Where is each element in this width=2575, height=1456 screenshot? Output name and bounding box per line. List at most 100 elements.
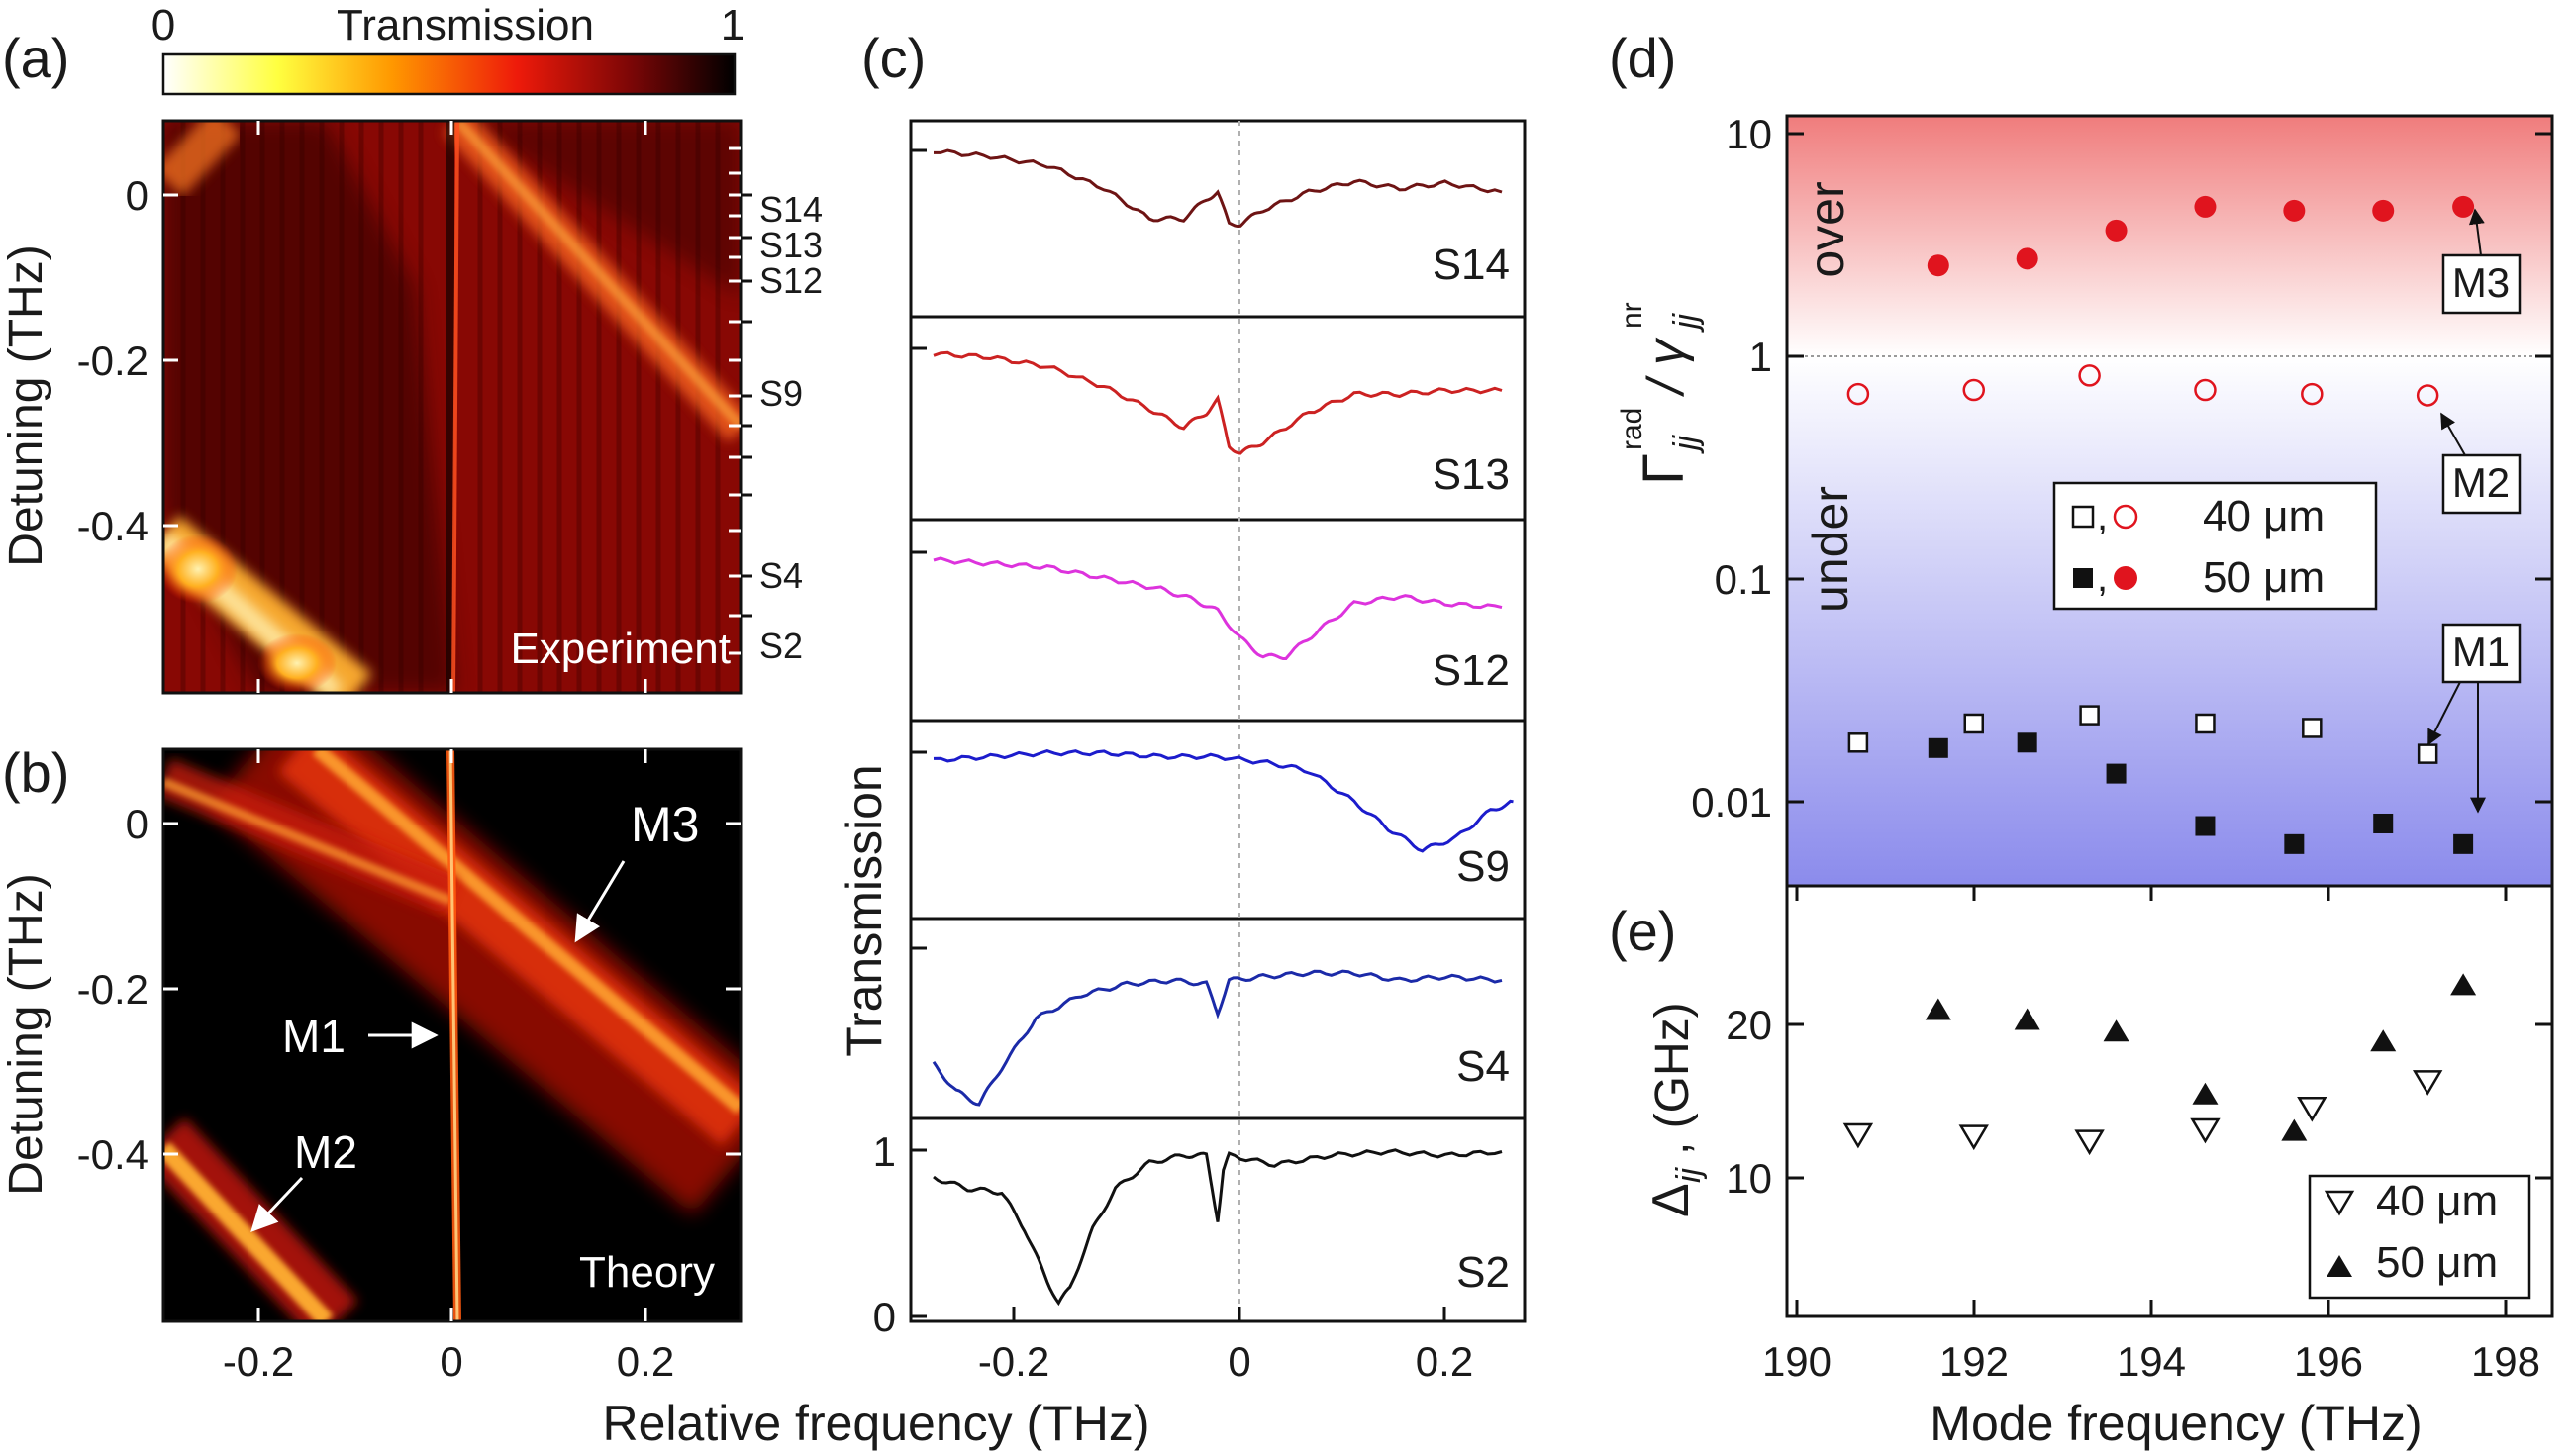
d-mode-label-m2: M2 xyxy=(2440,412,2522,515)
panel-b: (b) Theory M1 M2 M xyxy=(0,741,1149,1451)
d-point-0-6 xyxy=(2452,195,2475,218)
d-under-region xyxy=(1787,356,2552,886)
d-mode-label-m1: M1 xyxy=(2427,623,2522,814)
e-xtick-196: 196 xyxy=(2294,1338,2363,1385)
d-ylabel-gamma: Γ xyxy=(1632,453,1696,485)
b-mode-label-m1: M1 xyxy=(282,1011,346,1062)
colorbar: 0 Transmission 1 xyxy=(151,1,744,96)
d-legend-sep-1: , xyxy=(2097,556,2108,600)
b-ytick-1: -0.2 xyxy=(77,966,149,1013)
d-legend-open-square xyxy=(2071,505,2095,529)
e-xlabel: Mode frequency (THz) xyxy=(1930,1396,2422,1451)
d-point-2-1 xyxy=(1963,713,1985,734)
a-right-label-s9: S9 xyxy=(759,373,803,414)
d-ylabel-sub2: jj xyxy=(1667,312,1705,333)
e-ytick-10: 10 xyxy=(1726,1155,1772,1202)
e-legend-label-50: 50 μm xyxy=(2376,1238,2498,1287)
a-ytick-2: -0.4 xyxy=(77,503,149,549)
a-right-label-s14: S14 xyxy=(759,189,823,230)
heatmap-b-ticks xyxy=(163,749,741,1321)
heatmap-a-right-ticks xyxy=(729,146,741,655)
d-point-0-0 xyxy=(1927,254,1949,277)
d-point-2-0 xyxy=(1847,732,1869,753)
e-point-0-1 xyxy=(1958,1124,1989,1151)
d-point-1-0 xyxy=(1846,382,1870,406)
c-left-ticks xyxy=(911,148,1446,1321)
d-markers xyxy=(1846,195,2475,854)
e-point-0-4 xyxy=(2297,1096,2327,1122)
colorbar-gradient xyxy=(161,52,737,96)
e-point-1-2 xyxy=(2103,1019,2129,1042)
d-point-3-5 xyxy=(2373,813,2394,833)
d-point-2-3 xyxy=(2195,713,2216,734)
d-legend-filled-square xyxy=(2073,568,2093,588)
e-xtick-198: 198 xyxy=(2471,1338,2540,1385)
colorbar-title: Transmission xyxy=(337,1,594,49)
d-ylabel-sup: rad xyxy=(1616,408,1648,450)
d-legend-label-40: 40 μm xyxy=(2203,492,2325,540)
panel-label-b: (b) xyxy=(2,741,69,804)
b-mode-label-m3: M3 xyxy=(631,797,699,852)
panel-c: (c) S14 S13 S12 S9 S4 S2 1 0 xyxy=(837,27,1527,1385)
d-legend: , 40 μm , 50 μm xyxy=(2052,481,2378,611)
spectrum-line-s12 xyxy=(933,556,1503,660)
panel-label-e: (e) xyxy=(1609,900,1676,962)
e-legend: 40 μm 50 μm xyxy=(2308,1174,2531,1300)
spectrum-line-s13 xyxy=(933,350,1503,455)
d-ylabel: Γ jj rad / γ jj nr xyxy=(1616,302,1705,485)
d-point-2-2 xyxy=(2079,705,2100,726)
d-over-region xyxy=(1787,116,2552,356)
e-ylabel: Δ ij , (GHz) xyxy=(1642,1002,1708,1217)
a-right-label-s12: S12 xyxy=(759,260,823,301)
d-ytick-0.1: 0.1 xyxy=(1715,556,1772,603)
e-xtick-190: 190 xyxy=(1762,1338,1832,1385)
heatmap-a-black-ticks xyxy=(741,193,752,618)
b-xtick-0: -0.2 xyxy=(223,1338,294,1385)
panel-label-d: (d) xyxy=(1609,27,1676,89)
d-legend-box xyxy=(2052,481,2378,611)
svg-text:M1: M1 xyxy=(2452,629,2510,675)
panel-label-c: (c) xyxy=(861,27,926,89)
c-xtick-1: 0 xyxy=(1228,1338,1250,1385)
c-label-s14: S14 xyxy=(1433,241,1510,289)
c-label-s4: S4 xyxy=(1456,1042,1510,1091)
c-spectra xyxy=(932,148,1514,1307)
c-label-s13: S13 xyxy=(1433,450,1510,499)
d-point-0-5 xyxy=(2372,199,2395,222)
e-point-1-6 xyxy=(2450,973,2477,996)
e-legend-filled-triangle xyxy=(2327,1255,2352,1277)
d-point-0-4 xyxy=(2283,199,2306,222)
spectrum-line-s14 xyxy=(934,148,1503,228)
d-ytick-1: 1 xyxy=(1749,334,1772,380)
colorbar-max-label: 1 xyxy=(721,1,744,49)
a-ytick-1: -0.2 xyxy=(77,338,149,384)
d-point-3-2 xyxy=(2106,763,2127,784)
c-ytick-0: 0 xyxy=(873,1294,896,1340)
e-point-1-0 xyxy=(1925,998,1951,1020)
d-point-0-1 xyxy=(2016,247,2038,270)
e-point-1-1 xyxy=(2014,1008,2040,1030)
e-xtick-192: 192 xyxy=(1939,1338,2009,1385)
e-point-0-0 xyxy=(1842,1122,1874,1149)
e-point-0-2 xyxy=(2074,1129,2105,1156)
e-markers xyxy=(1842,973,2477,1156)
panel-label-a: (a) xyxy=(2,27,69,89)
e-xtick-194: 194 xyxy=(2117,1338,2186,1385)
d-point-1-3 xyxy=(2194,378,2217,402)
a-right-label-s2: S2 xyxy=(759,626,803,666)
d-region-under: under xyxy=(1803,486,1858,613)
panel-d: (d) over under 10 1 0.1 0.01 Γ jj rad / … xyxy=(1609,27,2554,888)
d-point-0-3 xyxy=(2194,195,2217,218)
b-xtick-2: 0.2 xyxy=(617,1338,674,1385)
svg-text:M3: M3 xyxy=(2452,259,2510,306)
e-ylabel-delta: Δ xyxy=(1642,1183,1700,1217)
d-point-2-4 xyxy=(2302,718,2323,738)
d-legend-filled-circle xyxy=(2114,566,2137,590)
d-point-1-1 xyxy=(1962,378,1986,402)
d-ylabel-div: / γ xyxy=(1637,337,1695,397)
d-legend-open-circle xyxy=(2113,504,2138,530)
d-point-1-4 xyxy=(2301,382,2324,406)
heatmap-a-ticks xyxy=(163,121,647,693)
d-point-1-5 xyxy=(2416,384,2439,407)
